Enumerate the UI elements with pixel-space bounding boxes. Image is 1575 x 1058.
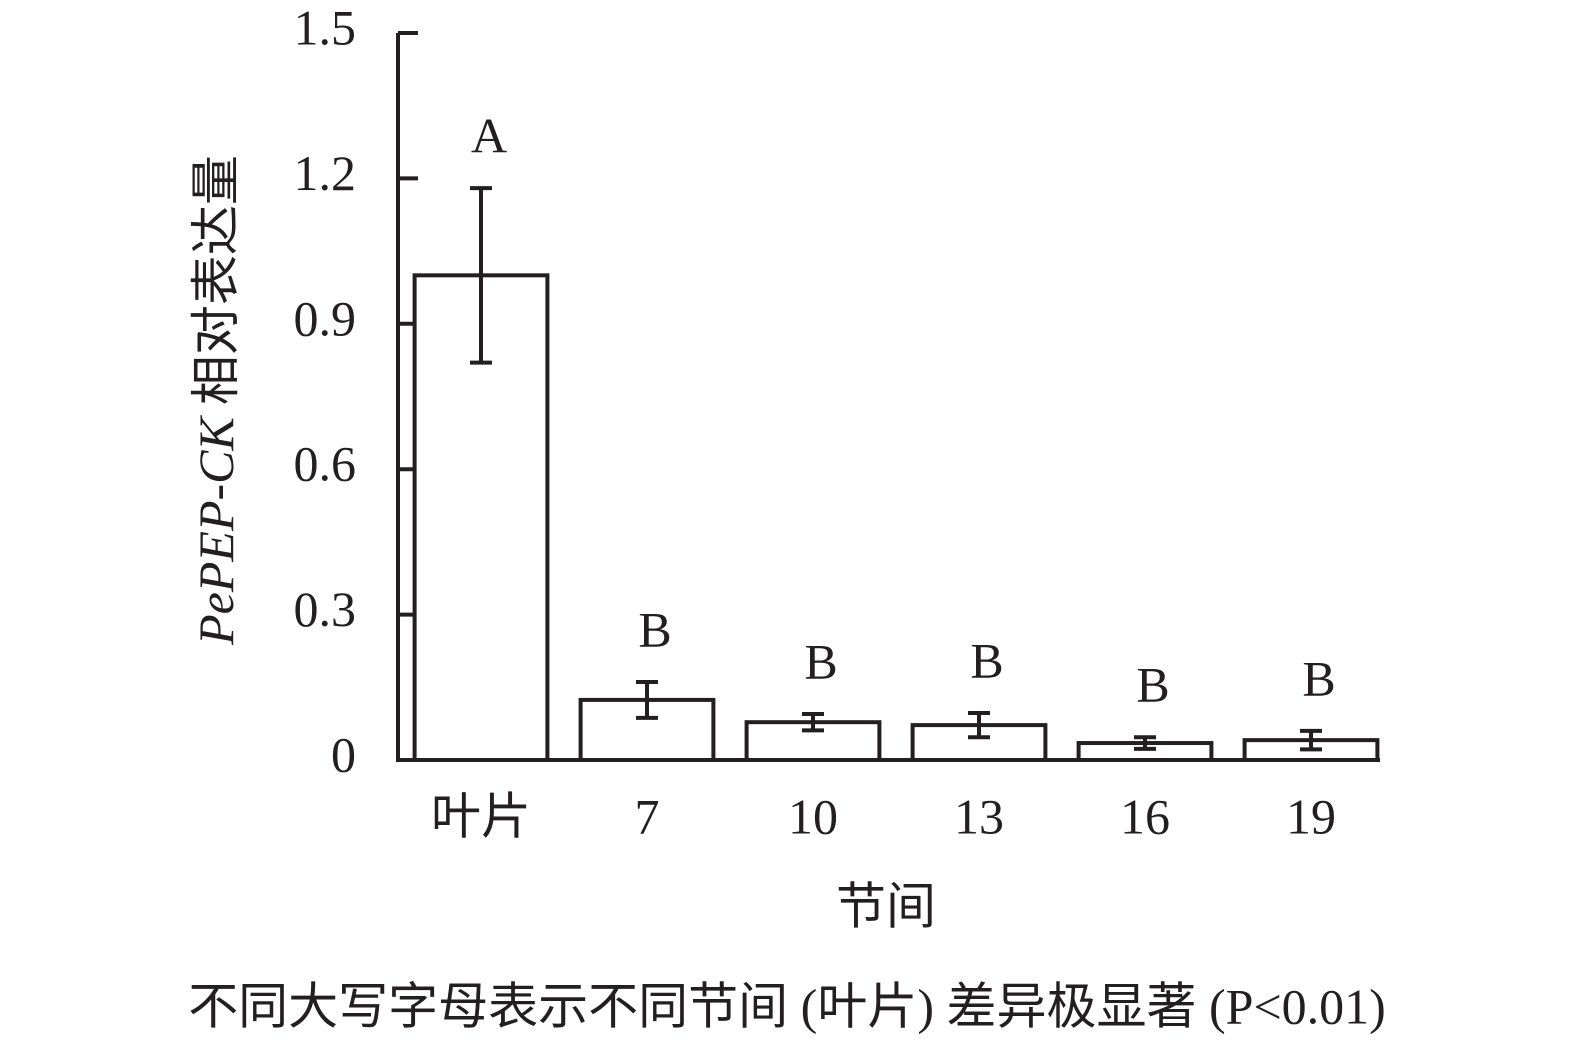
x-tick-label: 16 [1120,788,1170,844]
y-tick-label: 0.9 [294,290,357,346]
error-bar [1300,728,1322,752]
y-label-text: 相对表达量 [188,155,244,405]
footnote: 不同大写字母表示不同节间 (叶片) 差异极显著 (P<0.01) [188,978,1386,1034]
y-tick-label: 1.2 [294,145,357,201]
y-axis-label: PePEP-CK 相对表达量 [188,155,244,646]
error-bar [636,679,658,720]
y-tick-label: 1.5 [294,0,357,55]
y-tick-label: 0.3 [294,581,357,637]
y-tick-label: 0 [331,726,356,782]
error-bar [968,710,990,740]
error-bar [802,711,824,733]
significance-letter: B [1302,650,1335,706]
x-tick-label: 7 [635,788,660,844]
significance-letter: B [1136,657,1169,713]
x-tick-label: 19 [1286,788,1336,844]
bar [744,720,882,762]
significance-letter: B [638,601,671,657]
significance-letter: B [804,633,837,689]
y-label-gene: PePEP-CK [188,414,244,645]
x-axis-label: 节间 [836,878,936,934]
x-tick-label: 叶片 [431,788,531,844]
y-tick-label: 0.6 [294,436,357,492]
significance-letter: A [471,108,507,164]
x-tick-label: 10 [788,788,838,844]
error-bar [1134,735,1156,751]
significance-letter: B [970,632,1003,688]
x-tick-label: 13 [954,788,1004,844]
error-bar [470,186,492,365]
